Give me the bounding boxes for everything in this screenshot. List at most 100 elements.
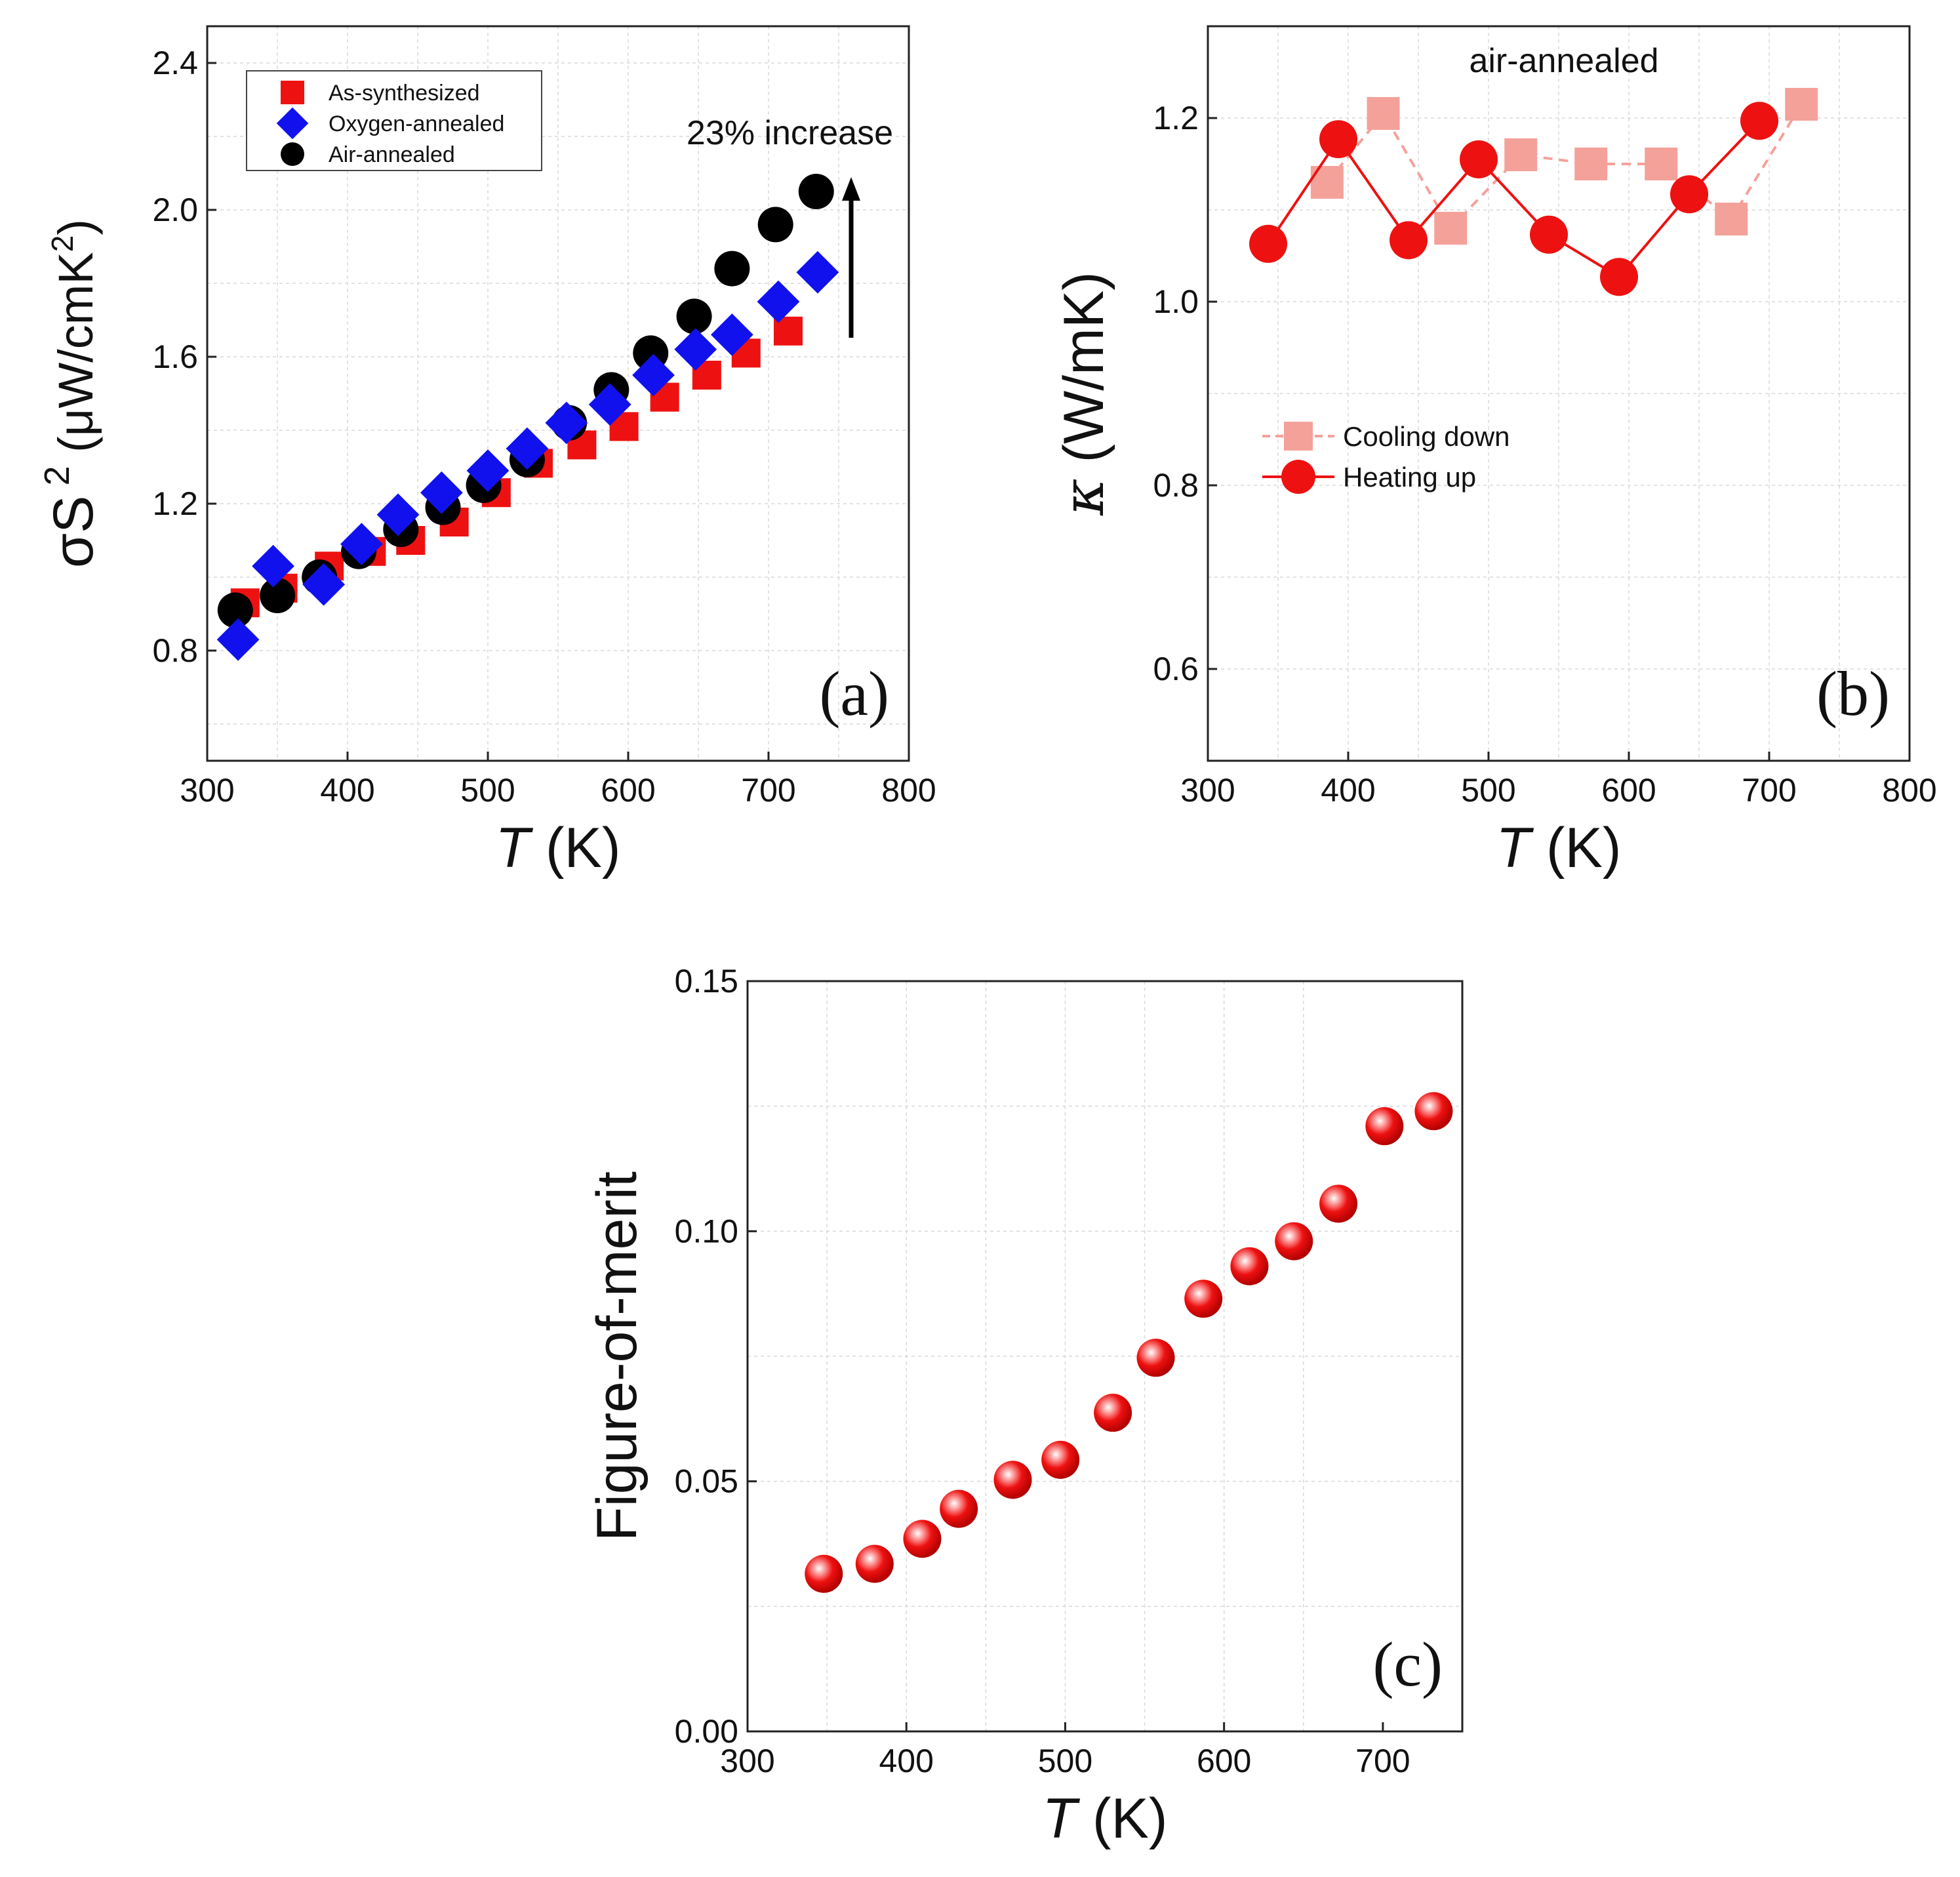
data-point [1230,1247,1269,1285]
data-point [1390,221,1428,260]
x-axis-label: T (K) [495,817,620,879]
panel-label: (b) [1816,658,1890,729]
x-tick-label: 600 [601,772,655,809]
data-point [260,578,295,613]
y-tick-label: 0.6 [1153,651,1199,687]
legend-label: Air-annealed [329,142,455,167]
data-point [1460,140,1498,178]
y-tick-label: 1.0 [1153,283,1199,320]
y-tick-label: 0.00 [675,1713,738,1750]
legend-marker [1281,460,1315,494]
data-point [1249,224,1288,263]
data-point [217,592,253,628]
data-point [1319,120,1358,159]
x-tick-label: 400 [879,1743,934,1779]
x-axis-label: T (K) [1042,1787,1167,1850]
annotation-arrow-head [842,177,860,201]
data-point [1740,102,1779,140]
x-axis-label: T (K) [1496,817,1621,879]
x-tick-label: 700 [1742,772,1796,809]
data-point [796,251,839,294]
data-point [376,493,420,536]
data-point [1365,1107,1404,1146]
plot-frame [206,25,910,762]
y-tick-label: 2.0 [152,192,198,228]
y-axis-label: κ (W/mK) [1051,272,1117,516]
panel-label: (a) [819,658,889,729]
data-point [545,401,588,445]
data-point [1136,1339,1175,1377]
data-point [1600,258,1639,296]
legend-label: Heating up [1343,462,1476,493]
data-point [1574,148,1608,180]
x-tick-label: 800 [881,772,936,809]
annotation-text: 23% increase [687,114,893,152]
data-point [1367,97,1400,130]
y-tick-label: 0.8 [1153,467,1199,504]
x-tick-label: 400 [320,772,374,809]
data-point [466,449,510,492]
y-tick-label: 1.6 [152,338,198,375]
data-point [1094,1394,1132,1432]
x-tick-label: 500 [1038,1743,1092,1779]
data-point [588,383,631,426]
legend-label: Cooling down [1343,421,1510,452]
panel-c: 300 400 500 600 700 0.00 0.05 0.10 0.15 T (K) (c) F… [586,963,1464,1850]
legend-label: As-synthesized [329,81,480,106]
x-tick-label: 300 [720,1743,774,1779]
data-point [1785,88,1818,121]
data-point [506,427,549,470]
data-point [632,353,675,397]
data-point [940,1489,978,1528]
data-point [340,523,383,565]
y-tick-label: 0.10 [675,1213,738,1249]
data-point [1530,215,1569,254]
x-tick-label: 300 [180,772,234,809]
data-point [710,313,753,356]
data-point [302,563,346,606]
panel-a: 300 400 500 600 700 800 0.8 1.2 1.6 2.0 2.4 T (K) (a… [37,25,936,879]
data-point [903,1520,942,1558]
legend-marker [276,107,309,140]
data-point [714,251,750,287]
plot-frame [746,980,1464,1733]
x-tick-label: 700 [1355,1743,1410,1779]
panel-b: 300 400 500 600 700 800 0.6 0.8 1.0 1.2 T (K) (b) κ … [1051,25,1937,879]
x-tick-label: 800 [1882,772,1936,809]
data-point [216,618,260,661]
data-point [855,1544,894,1583]
data-point [1184,1280,1223,1318]
data-point [757,207,793,243]
panel-title: air-annealed [1469,42,1658,80]
x-tick-label: 500 [1461,772,1515,809]
x-tick-label: 600 [1601,772,1656,809]
data-point [757,280,800,323]
x-tick-label: 700 [741,772,795,809]
legend-label: Oxygen-annealed [329,111,504,136]
legend-marker [281,142,304,166]
legend-marker [281,81,304,104]
legend-marker [1284,422,1313,451]
data-point [252,544,294,588]
data-point [993,1461,1032,1499]
data-point [798,174,834,209]
y-tick-label: 0.05 [675,1463,738,1500]
data-point [1414,1092,1453,1131]
y-axis-label: σS 2 (μW/cmK2) [37,219,105,568]
data-point [1275,1222,1313,1261]
data-point [1319,1184,1358,1223]
data-point [420,471,463,514]
x-tick-label: 300 [1180,772,1235,809]
data-point [1645,148,1678,180]
y-tick-label: 0.8 [152,632,198,669]
plot-frame [1207,25,1911,762]
data-point [805,1554,843,1593]
data-point [674,328,717,371]
y-axis-label: Figure-of-merit [586,1171,649,1541]
x-tick-label: 600 [1197,1743,1251,1779]
y-tick-label: 1.2 [152,485,198,522]
data-point [1434,212,1468,245]
panel-label: (c) [1372,1629,1443,1699]
data-point [1041,1440,1080,1479]
